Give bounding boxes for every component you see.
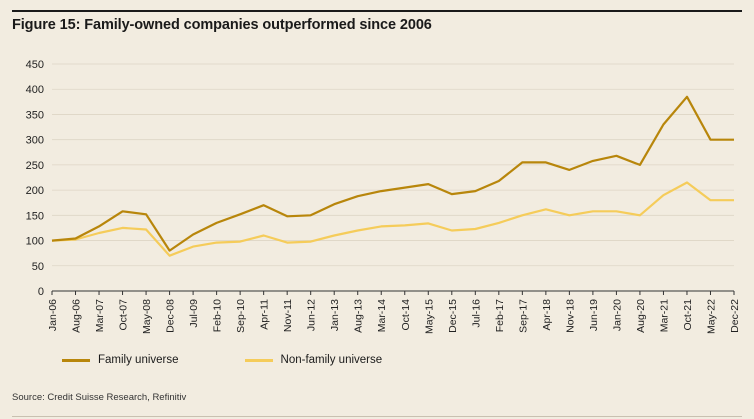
line-chart: 0 50 100 150 200 250 300 350 400 450 Jan-06 Aug-06 M… xyxy=(26,59,741,334)
legend-swatch-family xyxy=(62,358,90,362)
legend-label-non-family: Non-family universe xyxy=(280,354,383,366)
y-tick-label: 0 xyxy=(38,286,44,298)
legend-swatch-non-family xyxy=(244,358,273,362)
plot-area: 0 50 100 150 200 250 300 350 400 450 Jan-06 Aug-06 M… xyxy=(8,44,748,374)
legend-item-family: Family universe xyxy=(62,354,179,366)
y-tick-label: 200 xyxy=(26,185,44,197)
x-tick-label: Jan-13 xyxy=(329,299,341,331)
x-tick-label: Jan-20 xyxy=(611,299,623,331)
x-tick-label: Jun-12 xyxy=(306,299,318,331)
x-tick-label: Feb-17 xyxy=(494,299,506,332)
x-tick-label: Aug-20 xyxy=(635,299,647,333)
x-tick-label: Dec-22 xyxy=(729,299,741,333)
y-tick-label: 450 xyxy=(26,59,44,71)
x-tick-label: Apr-11 xyxy=(259,299,271,330)
x-tick-label: Dec-15 xyxy=(447,299,459,333)
x-tick-label: Oct-07 xyxy=(118,299,130,331)
legend-label-family: Family universe xyxy=(98,354,179,366)
x-tick-label: Sep-10 xyxy=(235,299,247,333)
source-note: Source: Credit Suisse Research, Refiniti… xyxy=(12,392,187,403)
legend-item-non-family: Non-family universe xyxy=(244,354,383,366)
y-tick-label: 300 xyxy=(26,135,44,147)
x-tick-label: Dec-08 xyxy=(165,299,177,333)
y-tick-label: 350 xyxy=(26,109,44,121)
top-rule xyxy=(12,10,742,12)
x-tick-label: Mar-14 xyxy=(376,299,388,332)
x-tick-label: Jul-09 xyxy=(188,299,200,328)
x-tick-label: Nov-18 xyxy=(564,299,576,333)
y-tick-label: 400 xyxy=(26,84,44,96)
x-tick-label: Jun-19 xyxy=(588,299,600,331)
x-tick-label: May-22 xyxy=(705,299,717,334)
x-tick-label: May-08 xyxy=(141,299,153,334)
x-tick-label: Feb-10 xyxy=(212,299,224,332)
x-tick-label: Aug-06 xyxy=(71,299,83,333)
x-tick-label: May-15 xyxy=(423,299,435,334)
x-tick-label: Aug-13 xyxy=(353,299,365,333)
series-line-family xyxy=(51,95,734,252)
y-tick-label: 250 xyxy=(26,160,44,172)
y-tick-label: 150 xyxy=(26,210,44,222)
y-tick-label: 100 xyxy=(26,236,44,248)
x-tick-label: Jan-06 xyxy=(47,299,59,331)
x-tick-label: Oct-14 xyxy=(400,299,412,331)
bottom-rule xyxy=(12,416,742,417)
legend: Family universe Non-family universe xyxy=(62,354,382,366)
x-tick-label: Sep-17 xyxy=(517,299,529,333)
x-tick-label: Apr-18 xyxy=(541,299,553,331)
x-tick-label: Nov-11 xyxy=(282,299,294,332)
series-line-non-family xyxy=(51,181,734,257)
chart-title: Figure 15: Family-owned companies outper… xyxy=(12,17,432,33)
x-tick-label: Mar-07 xyxy=(94,299,106,332)
x-tick-label: Jul-16 xyxy=(470,299,482,328)
x-tick-label: Mar-21 xyxy=(658,299,670,332)
x-tick-label: Oct-21 xyxy=(682,299,694,331)
y-tick-label: 50 xyxy=(32,261,44,273)
